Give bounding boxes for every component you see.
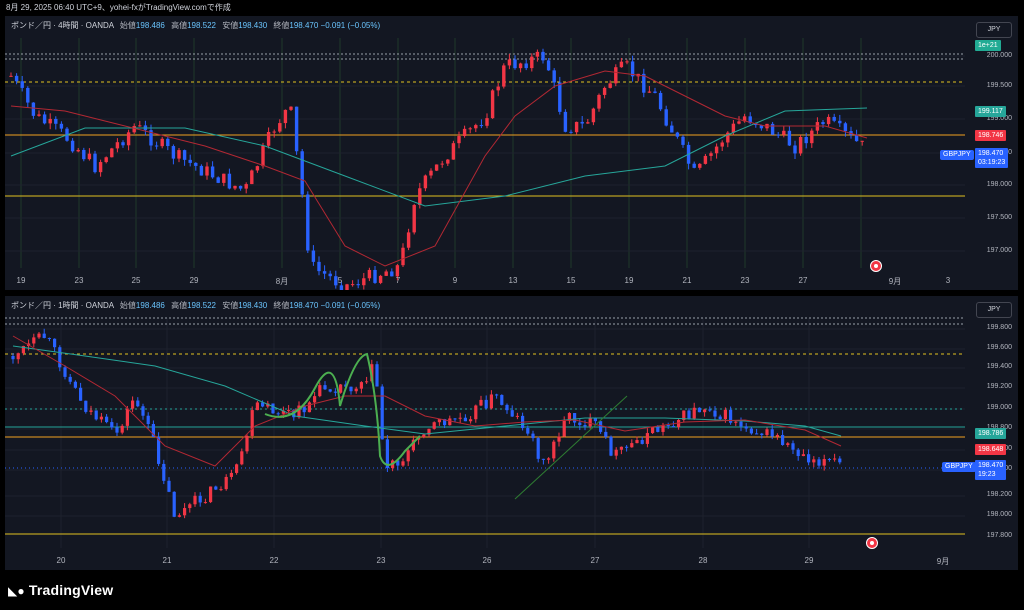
tradingview-logo-icon: ◣● <box>8 584 25 598</box>
price-tick-label: 199.000 <box>986 404 1012 411</box>
time-tick-label: 13 <box>508 276 518 285</box>
time-tick-label: 19 <box>624 276 634 285</box>
price-tick-label: 200.000 <box>986 52 1012 59</box>
time-tick-label: 19 <box>16 276 26 285</box>
last-price-box: 198.470 03:19:23 <box>975 148 1009 168</box>
chart-snapshot-header: 8月 29, 2025 06:40 UTC+9、yohei-fxがTrading… <box>6 3 231 12</box>
price-tick-label: 198.200 <box>986 491 1012 498</box>
legend-open: 198.486 <box>135 301 165 310</box>
legend-low: 198.430 <box>238 301 268 310</box>
legend-close-label: 終値 <box>273 21 290 30</box>
candlestick-chart-1h[interactable] <box>5 296 1018 570</box>
brand-name: TradingView <box>28 582 114 598</box>
last-price: 198.470 <box>978 150 1004 157</box>
time-tick-label: 25 <box>131 276 141 285</box>
legend-high-label: 高値 <box>171 301 188 310</box>
time-tick-label: 5 <box>337 276 343 285</box>
price-tick-label: 199.000 <box>986 115 1012 122</box>
scroll-to-realtime-button[interactable] <box>870 260 882 272</box>
last-price-box: 198.470 19:23 <box>975 460 1007 480</box>
time-tick-label: 21 <box>162 556 172 565</box>
time-tick-label: 27 <box>590 556 600 565</box>
time-tick-label: 26 <box>482 556 492 565</box>
time-tick-label: 28 <box>698 556 708 565</box>
currency-button[interactable]: JPY <box>976 302 1012 318</box>
legend-close: 198.470 <box>289 301 319 310</box>
legend-low-label: 安値 <box>222 301 239 310</box>
ma-red-tag: 198.648 <box>975 444 1007 455</box>
scroll-to-realtime-button[interactable] <box>866 537 878 549</box>
ma-teal-tag: 198.786 <box>975 428 1007 439</box>
time-tick-label: 29 <box>804 556 814 565</box>
time-tick-label: 9月 <box>936 557 950 566</box>
time-tick-label: 21 <box>682 276 692 285</box>
time-tick-label: 9 <box>452 276 458 285</box>
price-tick-label: 197.500 <box>986 214 1012 221</box>
price-tick-label: 197.000 <box>986 247 1012 254</box>
legend-high: 198.522 <box>187 301 216 310</box>
symbol-label: GBPJPY <box>942 462 976 472</box>
price-tick-label: 199.400 <box>986 363 1012 370</box>
chart-panel-1h[interactable]: ポンド／円 · 1時間 · OANDA 始値198.486 高値198.522 … <box>5 296 1018 570</box>
bar-timer: 03:19:23 <box>978 159 1006 166</box>
legend-open: 198.486 <box>135 21 165 30</box>
chart-legend-4h: ポンド／円 · 4時間 · OANDA 始値198.486 高値198.522 … <box>11 20 380 31</box>
price-tick-label: 199.600 <box>986 344 1012 351</box>
time-tick-label: 15 <box>566 276 576 285</box>
legend-title: ポンド／円 · 4時間 · OANDA <box>11 21 114 30</box>
chart-legend-1h: ポンド／円 · 1時間 · OANDA 始値198.486 高値198.522 … <box>11 300 380 311</box>
legend-high-label: 高値 <box>171 21 188 30</box>
time-tick-label: 7 <box>395 276 401 285</box>
time-tick-label: 3 <box>945 276 951 285</box>
price-tick-label: 199.500 <box>986 82 1012 89</box>
ma-red-tag: 198.746 <box>975 130 1007 141</box>
legend-low-label: 安値 <box>222 21 239 30</box>
countdown-badge: 1e+21 <box>975 40 1001 51</box>
legend-open-label: 始値 <box>119 301 136 310</box>
last-price: 198.470 <box>978 462 1004 469</box>
legend-close-label: 終値 <box>273 301 290 310</box>
legend-high: 198.522 <box>187 21 216 30</box>
legend-change: −0.091 (−0.05%) <box>320 21 381 30</box>
time-tick-label: 23 <box>740 276 750 285</box>
time-tick-label: 23 <box>74 276 84 285</box>
price-tick-label: 197.800 <box>986 532 1012 539</box>
bar-timer: 19:23 <box>978 471 996 478</box>
legend-title: ポンド／円 · 1時間 · OANDA <box>11 301 114 310</box>
tradingview-logo: ◣● TradingView <box>8 582 113 598</box>
currency-button[interactable]: JPY <box>976 22 1012 38</box>
price-tick-label: 199.200 <box>986 383 1012 390</box>
time-tick-label: 23 <box>376 556 386 565</box>
time-tick-label: 8月 <box>275 277 289 286</box>
legend-open-label: 始値 <box>119 21 136 30</box>
time-tick-label: 22 <box>269 556 279 565</box>
ma-teal-tag: 199.117 <box>975 106 1006 117</box>
time-tick-label: 20 <box>56 556 66 565</box>
candlestick-chart-4h[interactable] <box>5 16 1018 290</box>
price-tick-label: 198.000 <box>986 511 1012 518</box>
price-tick-label: 199.800 <box>986 324 1012 331</box>
price-tick-label: 198.800 <box>972 424 1012 431</box>
time-tick-label: 9月 <box>888 277 902 286</box>
time-tick-label: 29 <box>189 276 199 285</box>
legend-close: 198.470 <box>289 21 319 30</box>
legend-low: 198.430 <box>238 21 268 30</box>
legend-change: −0.091 (−0.05%) <box>320 301 381 310</box>
symbol-label: GBPJPY <box>940 150 974 160</box>
chart-panel-4h[interactable]: ポンド／円 · 4時間 · OANDA 始値198.486 高値198.522 … <box>5 16 1018 290</box>
time-tick-label: 27 <box>798 276 808 285</box>
price-tick-label: 198.000 <box>986 181 1012 188</box>
